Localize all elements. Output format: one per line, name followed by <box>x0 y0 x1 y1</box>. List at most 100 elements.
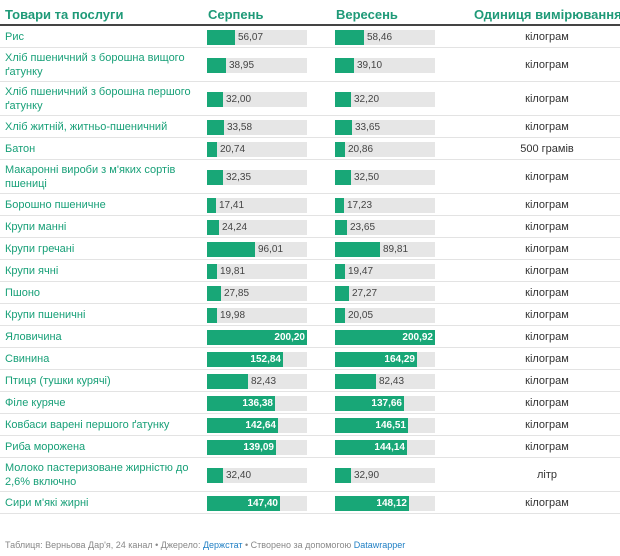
august-bar <box>207 440 276 455</box>
september-bar-track: 32,20 <box>335 92 435 107</box>
august-bar <box>207 92 223 107</box>
september-bar <box>335 496 409 511</box>
august-bar <box>207 120 224 135</box>
product-name: Рис <box>5 31 24 43</box>
footer-middle: • Створено за допомогою <box>242 540 354 550</box>
august-bar <box>207 496 280 511</box>
table-row: Батон 20,74 20,86 500 грамів <box>0 138 620 160</box>
product-name: Риба морожена <box>5 441 86 453</box>
unit-cell: кілограм <box>525 171 569 183</box>
table-row: Макаронні вироби з м'яких сортів пшениці… <box>0 160 620 194</box>
august-value-label: 17,41 <box>219 200 245 211</box>
august-bar <box>207 396 275 411</box>
footer-credits: Таблиця: Верньова Дар'я, 24 канал • Джер… <box>5 540 405 550</box>
table-row: Хліб пшеничний з борошна вищого ґатунку 3… <box>0 48 620 82</box>
product-name: Крупи ячні <box>5 265 59 277</box>
column-header-product[interactable]: Товари та послуги <box>5 7 124 22</box>
september-bar-track: 89,81 <box>335 242 435 257</box>
august-bar-track: 147,40 <box>207 496 307 511</box>
unit-cell: кілограм <box>525 243 569 255</box>
september-bar-track: 82,43 <box>335 374 435 389</box>
september-bar <box>335 374 376 389</box>
unit-cell: кілограм <box>525 375 569 387</box>
september-bar <box>335 58 354 73</box>
september-bar-track: 19,47 <box>335 264 435 279</box>
august-bar-track: 24,24 <box>207 220 307 235</box>
september-value-label: 32,90 <box>354 470 380 481</box>
august-bar-track: 19,98 <box>207 308 307 323</box>
footer-prefix: Таблиця: Верньова Дар'я, 24 канал • Джер… <box>5 540 203 550</box>
september-value-label: 27,27 <box>352 288 378 299</box>
september-bar-track: 27,27 <box>335 286 435 301</box>
column-header-august[interactable]: Серпень <box>208 7 264 22</box>
september-value-label: 17,23 <box>347 200 373 211</box>
september-bar-track: 20,05 <box>335 308 435 323</box>
august-bar-track: 56,07 <box>207 30 307 45</box>
product-name: Хліб житній, житньо-пшеничний <box>5 121 168 133</box>
august-bar <box>207 142 217 157</box>
column-header-september[interactable]: Вересень <box>336 7 398 22</box>
august-bar <box>207 170 223 185</box>
september-value-label: 33,65 <box>355 122 381 133</box>
table-row: Риба морожена 139,09 144,14 кілограм <box>0 436 620 458</box>
september-bar-track: 200,92 <box>335 330 435 345</box>
table-row: Філе куряче 136,38 137,66 кілограм <box>0 392 620 414</box>
unit-cell: кілограм <box>525 265 569 277</box>
august-value-label: 38,95 <box>229 60 255 71</box>
august-value-label: 33,58 <box>227 122 253 133</box>
august-value-label: 136,38 <box>242 398 273 409</box>
table-row: Свинина 152,84 164,29 кілограм <box>0 348 620 370</box>
august-value-label: 27,85 <box>224 288 250 299</box>
table-row: Ковбаси варені першого ґатунку 142,64 146,… <box>0 414 620 436</box>
august-bar-track: 139,09 <box>207 440 307 455</box>
product-name: Свинина <box>5 353 50 365</box>
unit-cell: кілограм <box>525 31 569 43</box>
august-bar-track: 17,41 <box>207 198 307 213</box>
product-name: Хліб пшеничний з борошна вищого ґатунку <box>5 52 185 78</box>
table-row: Крупи пшеничні 19,98 20,05 кілограм <box>0 304 620 326</box>
september-value-label: 32,20 <box>354 94 380 105</box>
september-value-label: 39,10 <box>357 60 383 71</box>
column-header-unit[interactable]: Одиниця вимірювання <box>474 7 620 22</box>
product-name: Крупи пшеничні <box>5 309 86 321</box>
unit-cell: кілограм <box>525 59 569 71</box>
footer-source-link[interactable]: Держстат <box>202 540 243 550</box>
august-value-label: 82,43 <box>251 376 277 387</box>
august-value-label: 200,20 <box>274 332 305 343</box>
august-bar-track: 38,95 <box>207 58 307 73</box>
unit-cell: кілограм <box>525 221 569 233</box>
table-row: Хліб житній, житньо-пшеничний 33,58 33,65 к… <box>0 116 620 138</box>
september-value-label: 148,12 <box>376 498 407 509</box>
september-bar <box>335 286 349 301</box>
august-bar-track: 33,58 <box>207 120 307 135</box>
august-value-label: 147,40 <box>247 498 278 509</box>
september-bar <box>335 440 407 455</box>
august-bar-track: 136,38 <box>207 396 307 411</box>
august-bar <box>207 30 235 45</box>
product-name: Борошно пшеничне <box>5 199 106 211</box>
product-name: Пшоно <box>5 287 41 299</box>
september-value-label: 146,51 <box>375 420 406 431</box>
september-bar <box>335 142 345 157</box>
september-value-label: 144,14 <box>374 442 405 453</box>
product-name: Макаронні вироби з м'яких сортів пшениці <box>5 164 176 190</box>
september-bar-track: 33,65 <box>335 120 435 135</box>
footer-tool-link[interactable]: Datawrapper <box>353 540 406 550</box>
unit-cell: кілограм <box>525 93 569 105</box>
unit-cell: кілограм <box>525 121 569 133</box>
table-row: Крупи манні 24,24 23,65 кілограм <box>0 216 620 238</box>
september-bar <box>335 242 380 257</box>
august-bar-track: 32,35 <box>207 170 307 185</box>
september-bar-track: 144,14 <box>335 440 435 455</box>
september-bar <box>335 198 344 213</box>
august-bar <box>207 418 278 433</box>
september-bar <box>335 30 364 45</box>
september-bar-track: 148,12 <box>335 496 435 511</box>
august-bar <box>207 242 255 257</box>
august-value-label: 32,35 <box>226 172 252 183</box>
september-bar-track: 32,50 <box>335 170 435 185</box>
table-row: Крупи гречані 96,01 89,81 кілограм <box>0 238 620 260</box>
product-name: Молоко пастеризоване жирністю до 2,6% вк… <box>5 462 189 488</box>
august-value-label: 20,74 <box>220 144 246 155</box>
product-name: Птиця (тушки курячі) <box>5 375 111 387</box>
